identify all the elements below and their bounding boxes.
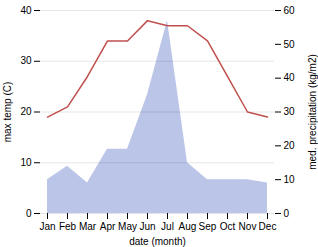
svg-text:max temp (C): max temp (C) bbox=[2, 82, 13, 143]
svg-text:20: 20 bbox=[284, 140, 296, 151]
svg-text:Feb: Feb bbox=[59, 221, 77, 232]
svg-text:Oct: Oct bbox=[220, 221, 236, 232]
svg-text:30: 30 bbox=[284, 106, 296, 117]
svg-text:60: 60 bbox=[284, 5, 296, 16]
svg-text:30: 30 bbox=[20, 55, 32, 66]
svg-text:Nov: Nov bbox=[239, 221, 257, 232]
svg-text:50: 50 bbox=[284, 39, 296, 50]
svg-text:20: 20 bbox=[20, 106, 32, 117]
svg-text:Jul: Jul bbox=[161, 221, 174, 232]
svg-text:med. precipitation (kg/m2): med. precipitation (kg/m2) bbox=[307, 54, 318, 170]
svg-text:Dec: Dec bbox=[259, 221, 277, 232]
svg-text:10: 10 bbox=[284, 174, 296, 185]
svg-text:Jan: Jan bbox=[39, 221, 55, 232]
svg-text:Apr: Apr bbox=[100, 221, 116, 232]
svg-text:0: 0 bbox=[284, 208, 290, 219]
svg-text:Aug: Aug bbox=[179, 221, 197, 232]
svg-text:May: May bbox=[118, 221, 137, 232]
svg-text:40: 40 bbox=[284, 72, 296, 83]
svg-text:0: 0 bbox=[26, 208, 32, 219]
svg-text:Sep: Sep bbox=[199, 221, 217, 232]
svg-text:Jun: Jun bbox=[139, 221, 155, 232]
svg-text:10: 10 bbox=[20, 157, 32, 168]
svg-text:date (month): date (month) bbox=[129, 236, 186, 247]
svg-text:40: 40 bbox=[20, 5, 32, 16]
svg-text:Mar: Mar bbox=[79, 221, 97, 232]
